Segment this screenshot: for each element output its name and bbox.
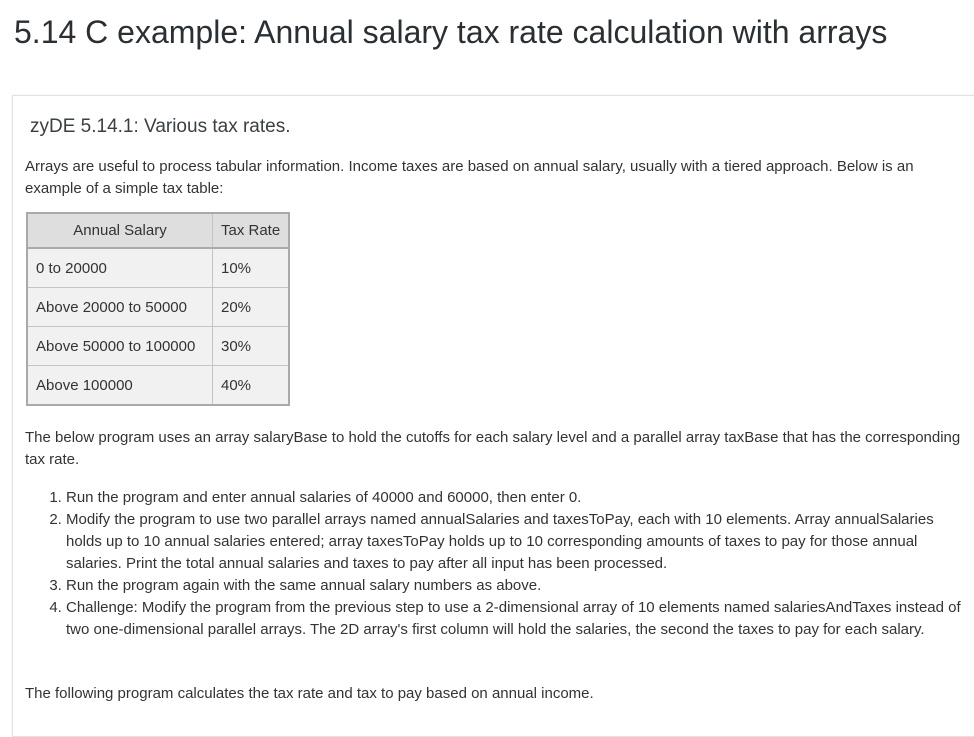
header-annual-salary: Annual Salary [26,212,213,249]
table-row: Above 100000 40% [26,365,290,406]
zyde-panel: zyDE 5.14.1: Various tax rates. Arrays a… [12,95,974,737]
salary-cell: Above 20000 to 50000 [26,287,213,327]
page-title: 5.14 C example: Annual salary tax rate c… [14,14,888,50]
rate-cell: 30% [212,326,290,366]
table-row: Above 50000 to 100000 30% [26,326,290,366]
instruction-list: Run the program and enter annual salarie… [25,487,971,641]
table-row: 0 to 20000 10% [26,247,290,288]
table-row: Above 20000 to 50000 20% [26,287,290,327]
salary-cell: 0 to 20000 [26,247,213,288]
table-header-row: Annual Salary Tax Rate [26,212,290,249]
instruction-step: Run the program and enter annual salarie… [66,487,971,509]
program-description: The below program uses an array salaryBa… [25,429,961,468]
instruction-step: Run the program again with the same annu… [66,575,971,597]
rate-cell: 10% [212,247,290,288]
rate-cell: 40% [212,365,290,406]
salary-cell: Above 100000 [26,365,213,406]
following-program-text: The following program calculates the tax… [25,685,594,702]
tax-table: Annual Salary Tax Rate 0 to 20000 10% Ab… [26,212,291,406]
instruction-step: Challenge: Modify the program from the p… [66,597,971,641]
salary-cell: Above 50000 to 100000 [26,326,213,366]
zyde-title: zyDE 5.14.1: Various tax rates. [30,116,291,137]
instruction-step: Modify the program to use two parallel a… [66,509,971,575]
rate-cell: 20% [212,287,290,327]
intro-paragraph: Arrays are useful to process tabular inf… [25,158,914,197]
header-tax-rate: Tax Rate [212,212,290,249]
